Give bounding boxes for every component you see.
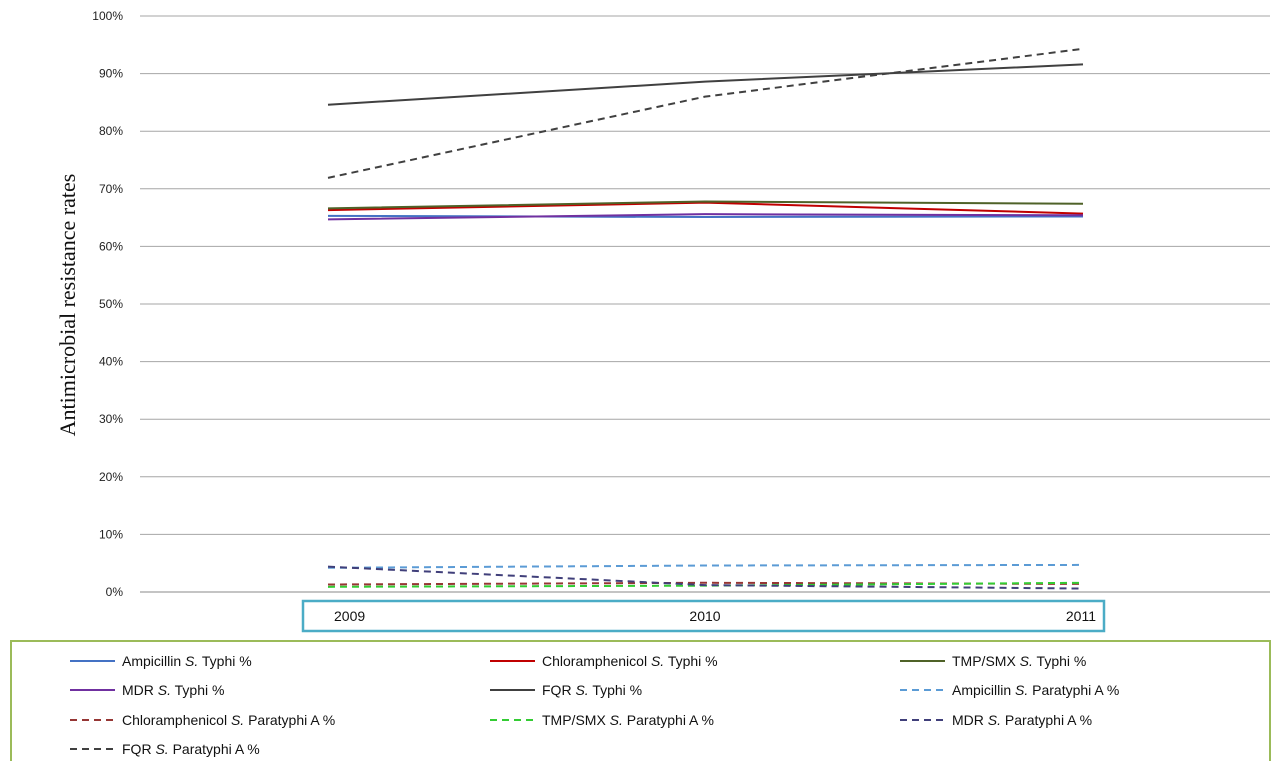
x-tick-label: 2011: [1066, 608, 1096, 624]
series-line: [327, 200, 1084, 210]
y-tick-label: 80%: [99, 124, 123, 138]
series-line: [327, 213, 1084, 221]
y-tick-labels: 0% 10% 20% 30% 40% 50% 60% 70% 80% 90% 100%: [92, 9, 123, 599]
y-tick-label: 30%: [99, 412, 123, 426]
x-tick-label: 2009: [334, 608, 365, 624]
legend-label: Ampicillin S. Paratyphi A %: [952, 682, 1119, 698]
legend: Ampicillin S. Typhi % Chloramphenicol S. …: [70, 653, 1119, 757]
gridlines: [140, 15, 1270, 593]
series-lines: [327, 47, 1084, 590]
x-tick-label: 2010: [689, 608, 720, 624]
legend-label: FQR S. Paratyphi A %: [122, 741, 260, 757]
y-tick-label: 20%: [99, 470, 123, 484]
legend-label: Chloramphenicol S. Typhi %: [542, 653, 718, 669]
y-tick-label: 40%: [99, 355, 123, 369]
series-line: [327, 201, 1084, 215]
y-axis-label: Antimicrobial resistance rates: [55, 174, 80, 437]
legend-label: MDR S. Typhi %: [122, 682, 224, 698]
series-line: [327, 214, 1084, 219]
series-line: [327, 565, 1084, 590]
series-line: [327, 563, 1084, 569]
category-axis-box: [301, 599, 1106, 633]
legend-label: Ampicillin S. Typhi %: [122, 653, 252, 669]
series-line: [327, 63, 1084, 106]
legend-label: MDR S. Paratyphi A %: [952, 712, 1092, 728]
y-tick-label: 100%: [92, 9, 123, 23]
y-tick-label: 60%: [99, 239, 123, 253]
legend-label: FQR S. Typhi %: [542, 682, 642, 698]
legend-label: Chloramphenicol S. Paratyphi A %: [122, 712, 335, 728]
legend-box: [10, 640, 1271, 761]
legend-label: TMP/SMX S. Typhi %: [952, 653, 1086, 669]
y-tick-label: 10%: [99, 527, 123, 541]
category-labels: 2009 2010 2011: [334, 608, 1096, 624]
series-line: [327, 47, 1084, 179]
y-tick-label: 70%: [99, 182, 123, 196]
y-tick-label: 0%: [106, 585, 124, 599]
y-tick-label: 50%: [99, 297, 123, 311]
legend-label: TMP/SMX S. Paratyphi A %: [542, 712, 714, 728]
y-tick-label: 90%: [99, 67, 123, 81]
